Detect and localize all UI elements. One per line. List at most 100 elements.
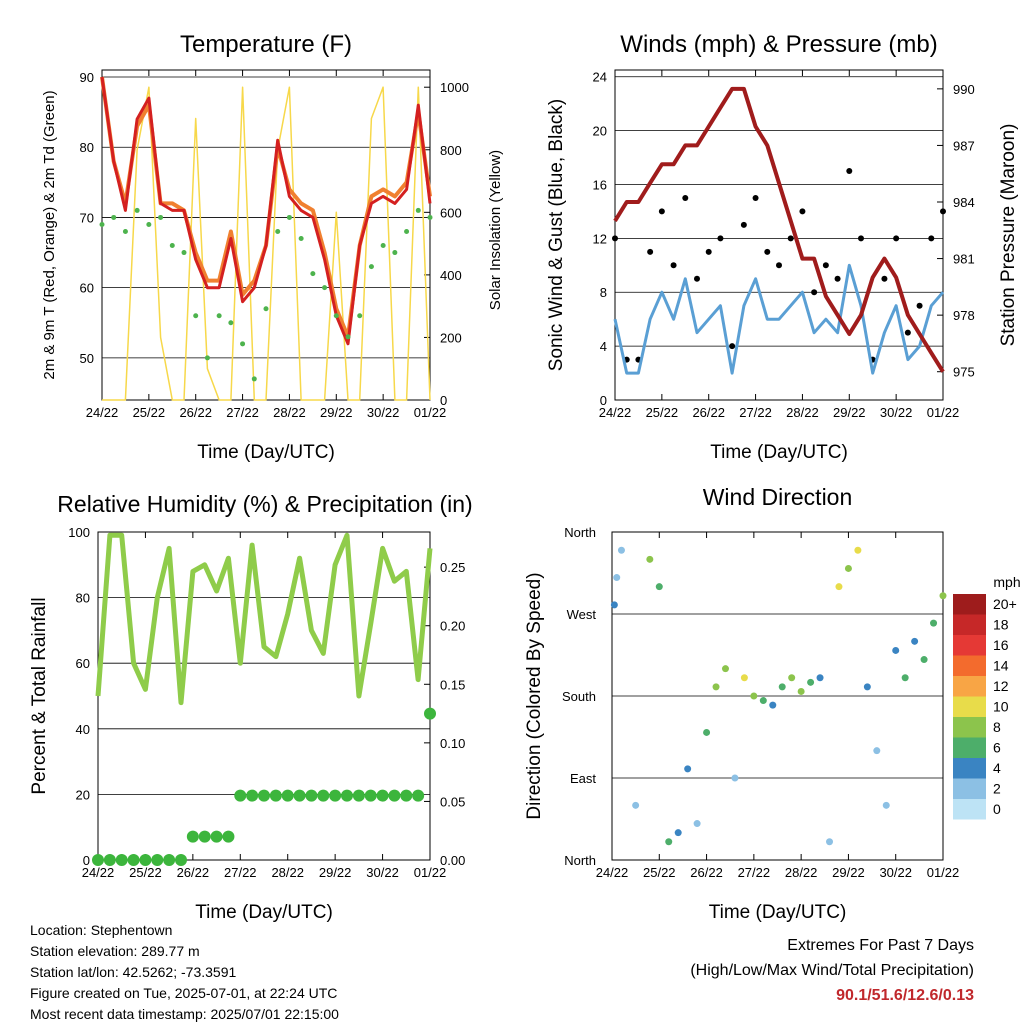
y2-tick-label: 600 [440,205,462,220]
pressure-series [613,86,945,373]
extremes-box: Extremes For Past 7 Days (High/Low/Max W… [690,933,974,1008]
dewpoint-point [122,228,128,234]
figure-created: Figure created on Tue, 2025-07-01, at 22… [30,985,338,1001]
dewpoint-point [251,376,257,382]
legend-label: 4 [993,760,1001,776]
dewpoint-point [368,264,374,270]
gust-point [682,194,689,201]
x-tick-label: 25/22 [643,865,676,880]
y2-tick-label: 990 [953,82,975,97]
extremes-title: Extremes For Past 7 Days [787,937,974,954]
precip-point [293,789,306,802]
precip-point [139,854,152,866]
y-tick-label: 40 [76,722,90,737]
dewpoint-point [345,334,351,340]
y2-tick-label: 0.25 [440,560,465,575]
x-tick-label: 30/22 [879,865,912,880]
precip-point [376,789,389,802]
x-tick-label: 24/22 [82,865,115,880]
legend-swatch [953,655,986,676]
precip-point [352,789,365,802]
x-tick-label: 01/22 [927,865,960,880]
y-tick-label: 24 [593,70,607,85]
y-axis-label: Percent & Total Rainfall [29,597,50,794]
gust-point [670,262,677,269]
x-tick-label: 26/22 [177,865,210,880]
precip-point [210,830,223,843]
x-tick-label: 29/22 [833,405,866,420]
precip-point [163,854,176,866]
gust-point [799,208,806,215]
dewpoint-point [427,214,433,220]
direction-point [684,765,692,773]
y-tick-label: 4 [600,339,607,354]
y2-tick-label: 0.00 [440,853,465,868]
direction-point [750,692,758,700]
x-tick-label: 30/22 [367,405,400,420]
gust-point [904,329,911,336]
dewpoint-point [298,236,304,242]
y-tick-label: 100 [68,525,90,540]
gust-point [822,262,829,269]
legend-swatch [953,614,986,635]
y-tick-label: 20 [593,124,607,139]
precip-point [281,789,294,802]
precip-point [234,789,247,802]
gust-point [858,235,864,242]
y2-tick-label: 400 [440,268,462,283]
chart-title: Wind Direction [703,484,853,510]
x-tick-label: 28/22 [786,405,819,420]
precip-point [364,789,377,802]
panel-winds: 24/22 25/22 26/22 27/22 28/22 29/22 30/22 01/22… [546,31,1019,463]
direction-point [665,838,673,846]
gust-point [787,235,794,242]
x-tick-label: 26/22 [690,865,723,880]
y-tick-label: 90 [80,70,94,85]
x-tick-label: 24/22 [86,405,119,420]
x-tick-label: 27/22 [224,865,257,880]
y2-tick-label: 0.10 [440,736,465,751]
gust-point [705,248,712,255]
direction-point [844,564,852,572]
dewpoint-point [380,243,386,249]
y2-tick-label: 981 [953,252,975,267]
precip-point [103,854,116,866]
dewpoint-point [392,250,398,256]
gust-point [916,302,923,309]
dewpoint-point [146,221,152,227]
wind-series [613,263,945,375]
x-tick-label: 29/22 [319,865,352,880]
dewpoint-point [357,313,363,319]
direction-point [721,665,729,673]
x-axis-label: Time (Day/UTC) [709,902,847,923]
y2-tick-label: 975 [953,365,975,380]
speed-legend: mph 20+ 18 16 14 12 10 8 6 4 2 0 [953,574,1021,820]
gust-point [752,194,759,201]
x-axis-label: Time (Day/UTC) [195,902,333,923]
direction-point [826,838,834,846]
legend-label: 18 [993,617,1009,633]
gust-point [729,343,736,350]
extremes-subtitle: (High/Low/Max Wind/Total Precipitation) [690,962,974,979]
direction-point [920,656,928,664]
y2-tick-label: 200 [440,330,462,345]
station-elevation: Station elevation: 289.77 m [30,943,200,959]
precip-point [258,789,270,802]
gust-point [694,275,700,282]
dewpoint-point [181,250,187,256]
precip-point [222,830,235,843]
precip-point [246,789,259,802]
direction-point [854,546,862,554]
y2-tick-label: 1000 [440,80,469,95]
y-tick-label: South [562,689,596,704]
dewpoint-point [404,228,410,234]
direction-point [835,583,843,591]
precip-point [388,789,401,802]
legend-swatch [953,696,986,717]
y-axis-label: Sonic Wind & Gust (Blue, Black) [546,99,567,371]
legend-swatch [953,799,986,820]
direction-point [646,555,654,563]
y-tick-label: 80 [76,591,90,606]
dewpoint-point [134,207,140,213]
gust-point [928,235,935,242]
